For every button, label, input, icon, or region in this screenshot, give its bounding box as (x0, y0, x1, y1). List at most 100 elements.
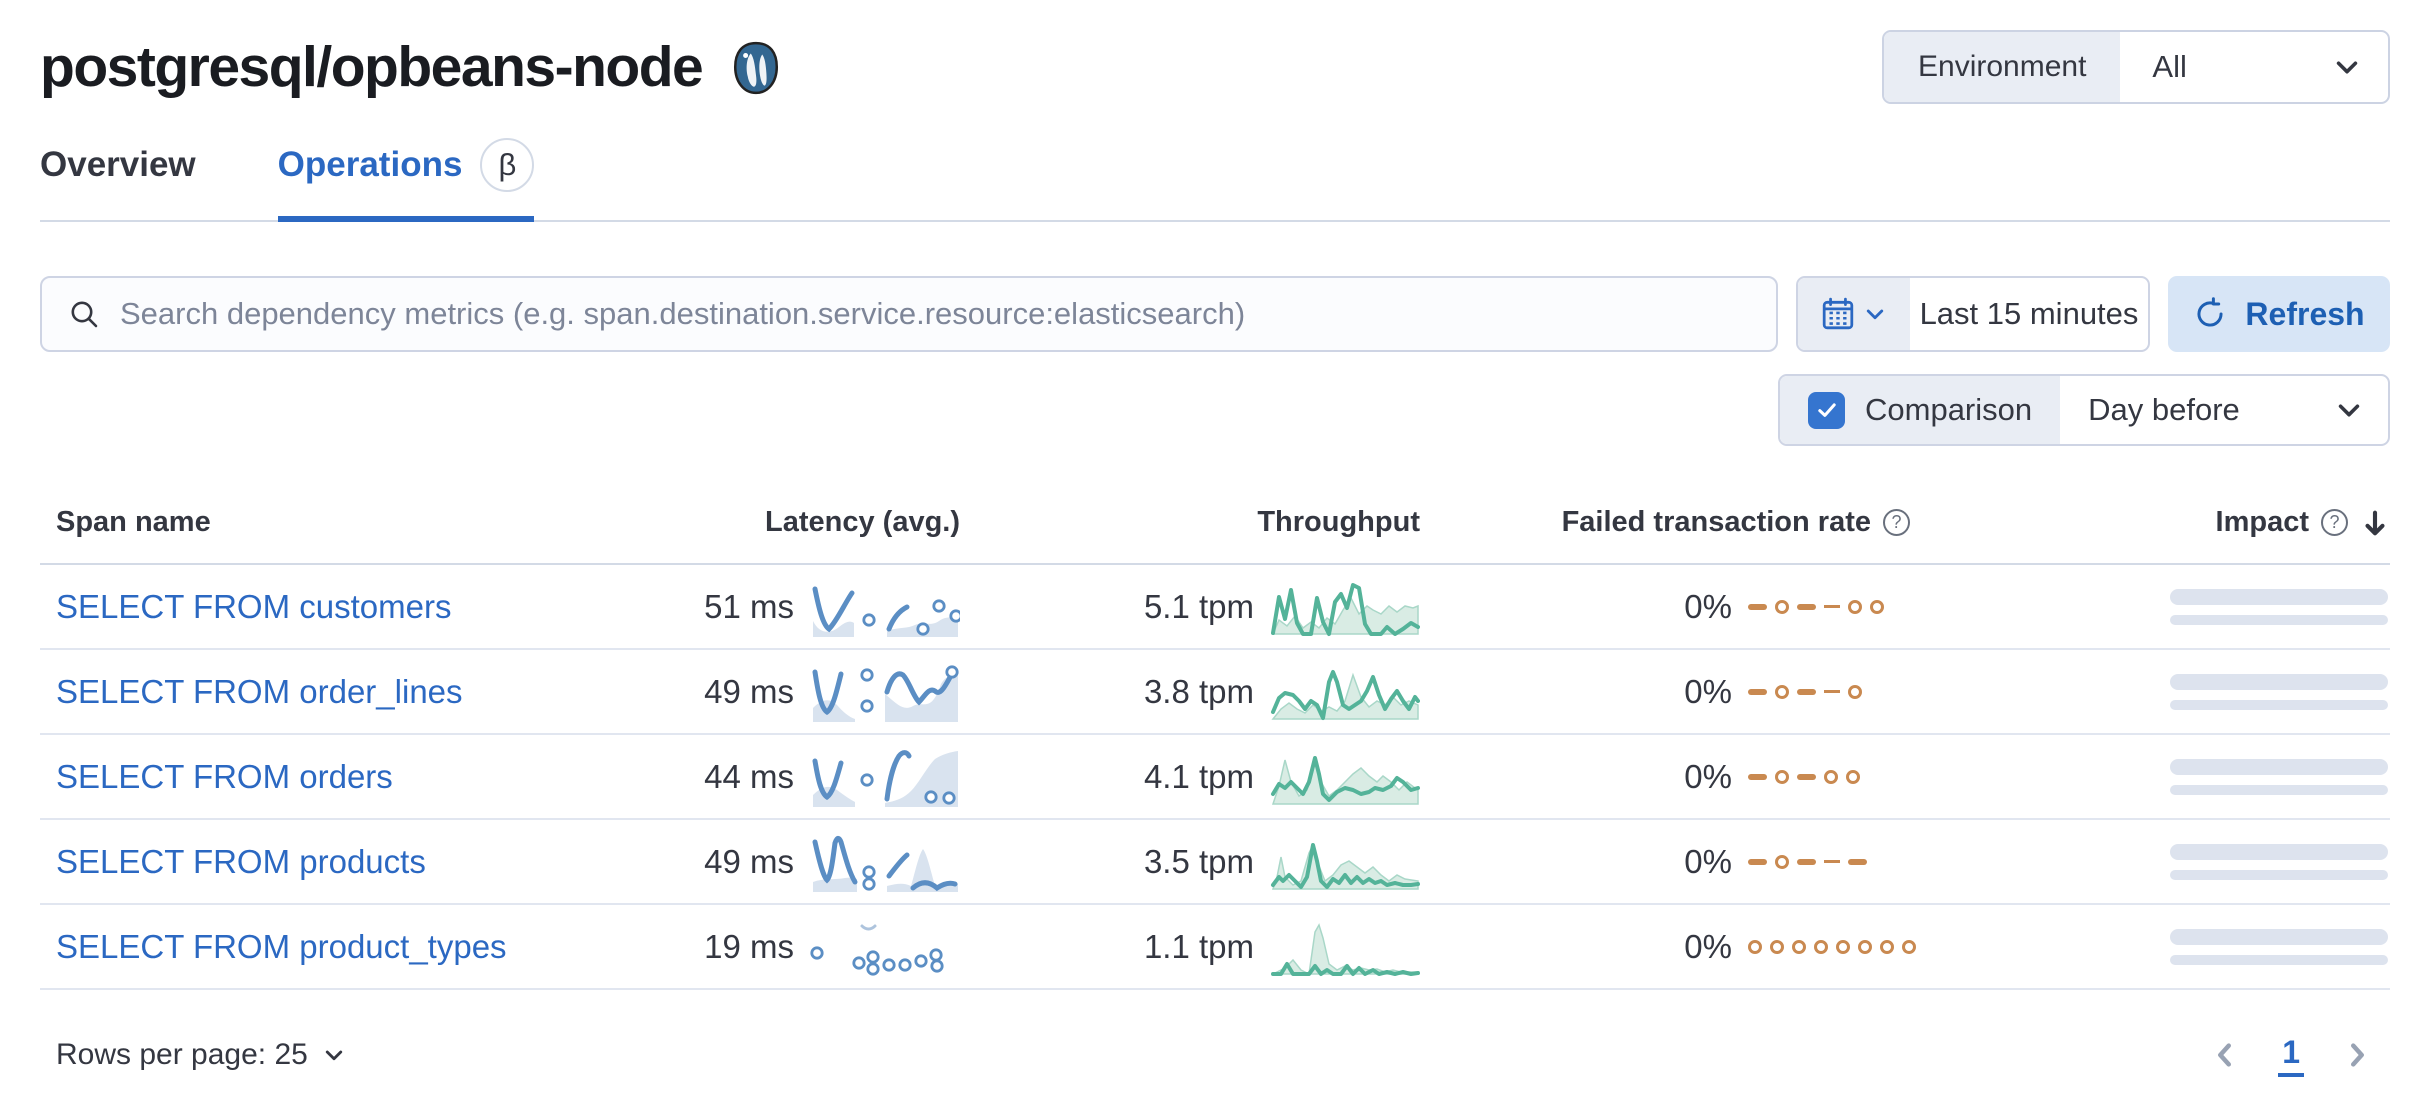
column-header-latency[interactable]: Latency (avg.) (765, 506, 960, 538)
failed-rate-spark-ring (1880, 939, 1894, 954)
failed-rate-spark-ring (1848, 684, 1862, 699)
failed-rate-spark-ring (1775, 684, 1789, 699)
environment-filter-value[interactable]: All (2120, 32, 2388, 102)
chevron-down-icon (325, 1050, 343, 1061)
latency-cell: 49 ms (560, 662, 960, 722)
comparison-selected-option: Day before (2088, 392, 2240, 427)
failed-rate-cell: 0% (1420, 662, 1910, 722)
page-header: postgresql/opbeans-node Environment All (40, 0, 2390, 104)
impact-cell (1910, 843, 2390, 880)
time-range-button[interactable]: Last 15 minutes (1919, 296, 2139, 331)
failed-rate-spark-dash (1797, 773, 1816, 780)
impact-bar-current (2170, 588, 2388, 605)
failed-rate-cell: 0% (1420, 747, 1910, 807)
help-icon: ? (2321, 509, 2348, 536)
latency-value: 49 ms (704, 842, 794, 880)
operations-table: Span name Latency (avg.) Throughput Fail… (40, 506, 2390, 990)
failed-rate-value: 0% (1684, 672, 1732, 710)
failed-rate-spark-dash (1748, 858, 1767, 865)
throughput-sparkline (1270, 662, 1420, 722)
failed-rate-value: 0% (1684, 587, 1732, 625)
column-header-span-name: Span name (56, 506, 211, 538)
span-link[interactable]: SELECT FROM customers (56, 587, 452, 625)
comparison-control: Comparison Day before (1778, 374, 2390, 446)
impact-bar-current (2170, 673, 2388, 690)
comparison-row: Comparison Day before (40, 374, 2390, 446)
refresh-label: Refresh (2245, 295, 2365, 332)
failed-rate-spark-ring (1775, 854, 1789, 869)
chevron-down-icon (1866, 309, 1884, 320)
impact-cell (1910, 588, 2390, 625)
tab-overview-label: Overview (40, 145, 196, 184)
comparison-label: Comparison (1865, 392, 2033, 427)
throughput-sparkline (1270, 917, 1420, 977)
impact-bar-previous (2170, 869, 2388, 880)
column-header-impact[interactable]: Impact ? (1910, 506, 2390, 539)
latency-value: 44 ms (704, 757, 794, 795)
pagination-prev[interactable] (2202, 1032, 2248, 1078)
throughput-cell: 3.5 tpm (960, 832, 1420, 892)
rows-per-page[interactable]: Rows per page: 25 (56, 1038, 346, 1072)
search-input[interactable] (120, 296, 1750, 332)
tab-operations[interactable]: Operations β (277, 138, 535, 222)
throughput-cell: 4.1 tpm (960, 747, 1420, 807)
throughput-cell: 1.1 tpm (960, 917, 1420, 977)
calendar-icon (1822, 297, 1854, 330)
table-header-row: Span name Latency (avg.) Throughput Fail… (40, 506, 2390, 565)
latency-sparkline (810, 577, 963, 637)
throughput-sparkline (1270, 747, 1420, 807)
pagination-next[interactable] (2334, 1032, 2380, 1078)
failed-rate-value: 0% (1684, 757, 1732, 795)
chevron-down-icon (2336, 61, 2358, 74)
date-picker-toggle[interactable] (1798, 278, 1910, 350)
failed-rate-spark-ring (1902, 939, 1916, 954)
throughput-cell: 3.8 tpm (960, 662, 1420, 722)
postgresql-logo-icon (730, 41, 782, 100)
latency-sparkline (810, 747, 960, 807)
search-icon (71, 301, 98, 328)
failed-rate-spark-ring (1858, 939, 1872, 954)
span-link[interactable]: SELECT FROM orders (56, 757, 393, 795)
comparison-select[interactable]: Day before (2060, 376, 2388, 444)
column-header-failed-rate[interactable]: Failed transaction rate ? (1420, 506, 1910, 539)
failed-rate-spark-dash (1748, 773, 1767, 780)
help-icon: ? (1883, 509, 1910, 536)
tab-overview[interactable]: Overview (40, 138, 196, 220)
failed-rate-value: 0% (1684, 927, 1732, 965)
failed-rate-spark-ring (1775, 769, 1789, 784)
span-link[interactable]: SELECT FROM products (56, 842, 426, 880)
environment-filter[interactable]: Environment All (1882, 30, 2390, 104)
pagination: 1 (2202, 1032, 2380, 1078)
failed-rate-spark-dash (1797, 688, 1816, 695)
failed-rate-spark-dash (1748, 688, 1767, 695)
failed-rate-sparkline (1748, 917, 1916, 977)
search-box[interactable] (40, 276, 1778, 352)
page-number[interactable]: 1 (2278, 1034, 2304, 1077)
table-row: SELECT FROM order_lines 49 ms 3.8 tpm 0% (40, 650, 2390, 735)
span-name-cell: SELECT FROM customers (40, 588, 560, 626)
span-link[interactable]: SELECT FROM order_lines (56, 672, 463, 710)
table-row: SELECT FROM products 49 ms 3.5 tpm 0% (40, 820, 2390, 905)
failed-rate-cell: 0% (1420, 917, 1916, 977)
failed-rate-spark-ring (1870, 599, 1884, 614)
failed-rate-spark-ring (1836, 939, 1850, 954)
refresh-icon (2197, 297, 2223, 327)
table-body: SELECT FROM customers 51 ms 5.1 tpm 0% S… (40, 565, 2390, 990)
failed-rate-spark-ring (1775, 599, 1789, 614)
comparison-toggle[interactable]: Comparison (1780, 376, 2061, 444)
column-header-throughput[interactable]: Throughput (1257, 506, 1420, 538)
failed-rate-spark-line (1824, 605, 1840, 608)
impact-bar-current (2170, 758, 2388, 775)
span-name-cell: SELECT FROM order_lines (40, 673, 560, 711)
throughput-cell: 5.1 tpm (960, 577, 1420, 637)
failed-rate-spark-dash (1797, 603, 1816, 610)
latency-cell: 19 ms (560, 917, 960, 977)
latency-cell: 49 ms (560, 832, 960, 892)
impact-bar-previous (2170, 699, 2388, 710)
failed-rate-spark-dash (1797, 858, 1816, 865)
comparison-checkbox[interactable] (1808, 391, 1845, 429)
refresh-button[interactable]: Refresh (2168, 276, 2390, 352)
failed-rate-spark-line (1824, 690, 1840, 693)
span-link[interactable]: SELECT FROM product_types (56, 927, 507, 965)
checkmark-icon (1817, 403, 1836, 417)
